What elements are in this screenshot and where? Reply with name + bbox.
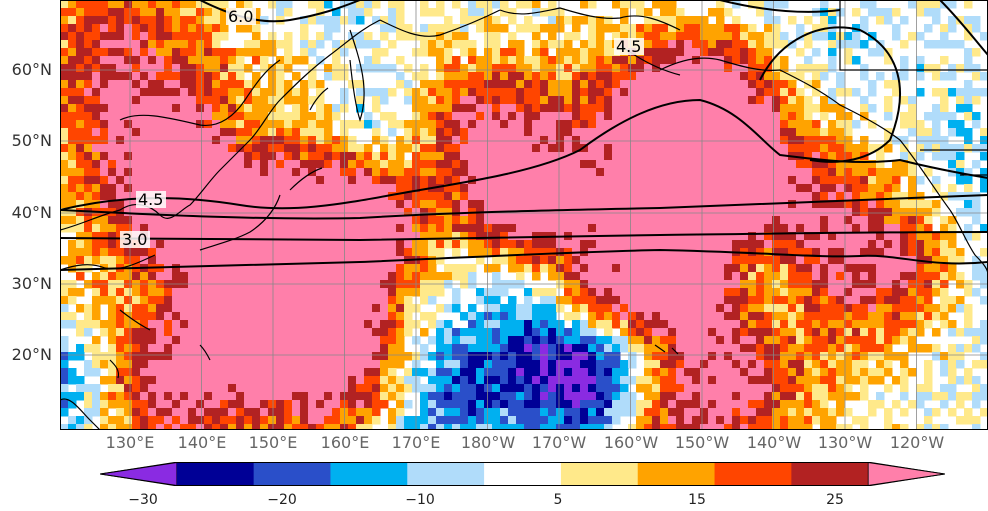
contour-line [719, 0, 841, 13]
contour-line [60, 98, 988, 211]
colorbar-tick-label: 25 [826, 492, 844, 508]
contour-labels: 6.0 4.5 4.5 3.0 [120, 7, 644, 249]
colorbar-tick-label: 5 [553, 492, 563, 508]
coastline-segment [309, 87, 329, 111]
lat-label-50n: 50°N [11, 131, 52, 150]
contour-line [759, 26, 901, 163]
contour-label: 6.0 [228, 7, 253, 26]
contour-line [60, 231, 988, 242]
coastline-segment [289, 167, 323, 191]
colorbar-bin [330, 462, 408, 486]
contour-line [60, 194, 988, 220]
colorbar-tick-label: 15 [688, 492, 706, 508]
lon-label-120w: 120°W [889, 433, 945, 452]
lat-label-30n: 30°N [11, 274, 52, 293]
lon-label-130e: 130°E [105, 433, 155, 452]
lat-label-40n: 40°N [11, 203, 52, 222]
colorbar [100, 462, 945, 486]
colorbar-bin-upper-arrow [867, 462, 945, 486]
coastline-segment [654, 344, 679, 355]
coastline-segment [379, 9, 501, 37]
lon-label-160e: 160°E [320, 433, 370, 452]
anomaly-map: 6.0 4.5 4.5 3.0 [60, 0, 988, 430]
coastline-segment [119, 59, 281, 127]
contour-label: 4.5 [138, 190, 163, 209]
colorbar-bin-lower-arrow [100, 462, 178, 486]
map-panel: 6.0 4.5 4.5 3.0 [60, 0, 988, 430]
contour-lines [60, 0, 988, 271]
coastline-segment [499, 7, 681, 31]
colorbar-tick-label: −30 [128, 492, 158, 508]
colorbar-bin [176, 462, 255, 486]
coastline-segment [60, 19, 381, 231]
lon-label-150w: 150°W [674, 433, 730, 452]
coastline-segment [60, 398, 101, 430]
lon-label-130w: 130°W [817, 433, 873, 452]
lat-label-20n: 20°N [11, 345, 52, 364]
colorbar-bin [791, 462, 869, 486]
colorbar-bin [407, 462, 485, 486]
contour-line [199, 0, 361, 23]
colorbar-bin [637, 462, 716, 486]
lon-label-150e: 150°E [248, 433, 298, 452]
coastline-segment [349, 29, 365, 122]
lon-label-170e: 170°E [391, 433, 441, 452]
graticule [60, 0, 988, 430]
colorbar-tick-label: −20 [267, 492, 297, 508]
colorbar-graphic [100, 462, 945, 486]
lat-label-60n: 60°N [11, 60, 52, 79]
lon-label-140w: 140°W [746, 433, 802, 452]
colorbar-bin [484, 462, 562, 486]
anomaly-field [60, 0, 988, 430]
coastline-segment [119, 309, 151, 331]
lon-label-140e: 140°E [177, 433, 227, 452]
contour-line [939, 0, 988, 56]
colorbar-bin [253, 462, 331, 486]
colorbar-tick-label: −10 [405, 492, 435, 508]
colorbar-bins [100, 462, 945, 486]
coastline-segment [199, 344, 211, 361]
lon-label-170w: 170°W [531, 433, 587, 452]
contour-label: 4.5 [616, 37, 641, 56]
contour-line [60, 248, 988, 271]
colorbar-bin [714, 462, 792, 486]
contour-label: 3.0 [122, 230, 147, 249]
colorbar-bin [560, 462, 639, 486]
lon-label-160w: 160°W [603, 433, 659, 452]
colorbar-outline [100, 462, 945, 486]
coastlines [60, 0, 988, 430]
coastline-segment [659, 57, 951, 211]
coastline-segment [109, 359, 120, 379]
coastline-segment [839, 0, 988, 71]
lon-label-180w: 180°W [460, 433, 516, 452]
